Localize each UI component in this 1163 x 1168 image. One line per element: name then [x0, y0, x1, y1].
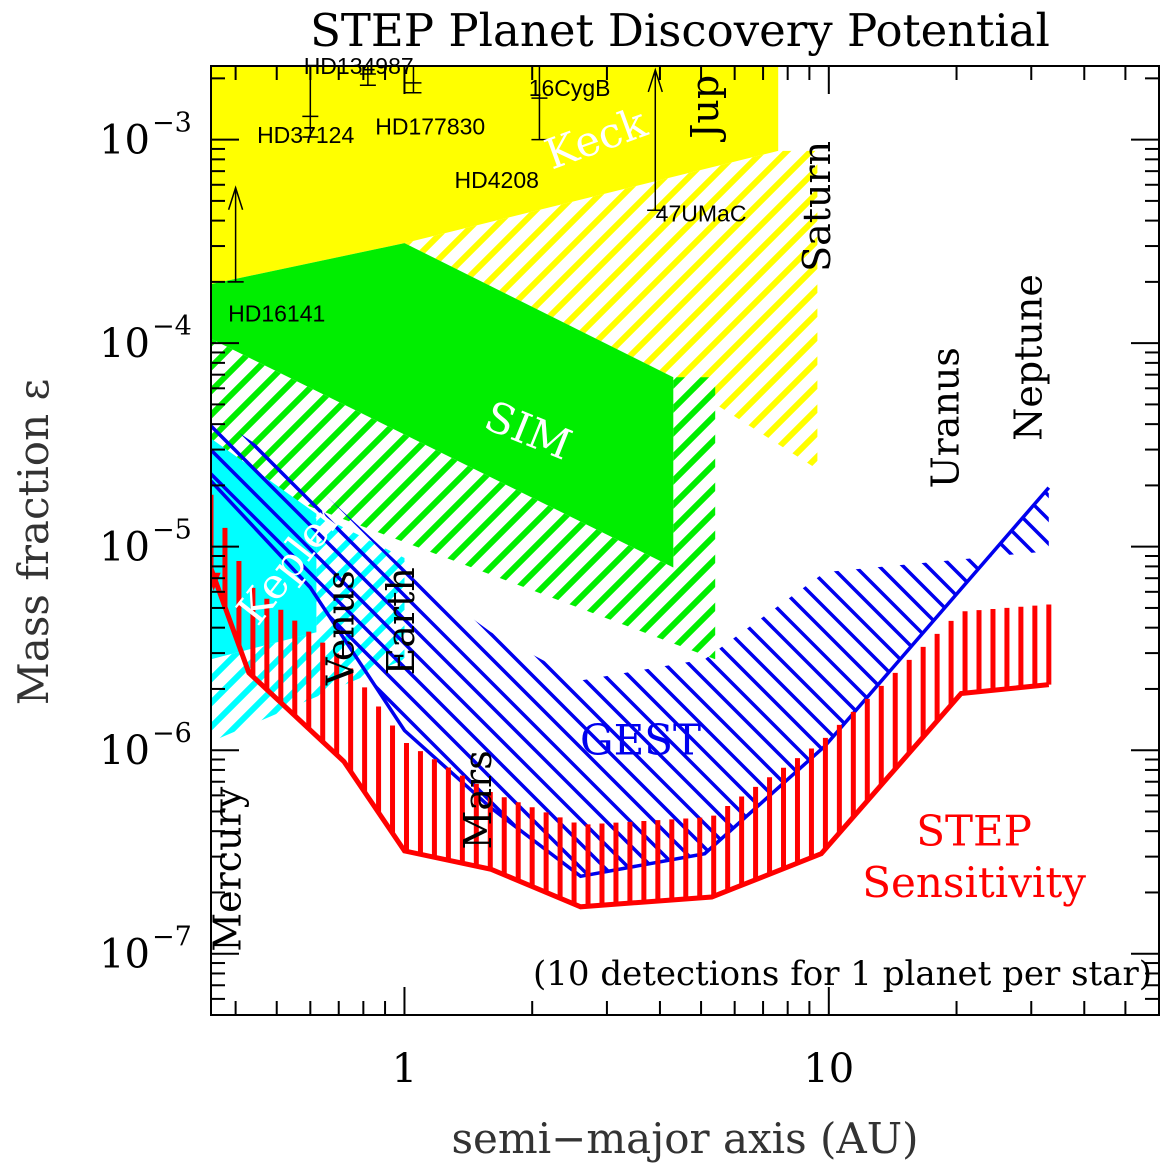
exoplanet-marker: [531, 66, 548, 141]
y-tick-label: 10: [99, 321, 150, 367]
hatch-step: [211, 494, 1052, 907]
plot-frame: [210, 65, 1160, 1016]
y-tick-exponent: −4: [152, 311, 192, 342]
region-label: GEST: [580, 716, 701, 765]
region-label: STEP: [916, 807, 1032, 856]
exoplanet-label: HD177830: [375, 113, 485, 139]
planet-label: Uranus: [924, 347, 968, 488]
planet-label: Saturn: [795, 141, 839, 272]
x-tick-label: 10: [803, 1046, 854, 1092]
y-tick-label: 10: [99, 118, 150, 164]
exoplanet-marker: [405, 66, 422, 94]
fill-sim: [211, 243, 674, 568]
region-sim: [211, 243, 716, 660]
y-tick-exponent: −7: [152, 922, 192, 953]
planet-label: Neptune: [1006, 274, 1050, 441]
y-tick-label: 10: [99, 932, 150, 978]
fill-keck: [211, 66, 779, 285]
region-label: Sensitivity: [862, 858, 1086, 907]
region-step-sensitivity: [211, 494, 1052, 910]
y-tick-exponent: −5: [152, 515, 192, 546]
chart-title: STEP Planet Discovery Potential: [310, 4, 1050, 57]
planet-label: Jup: [683, 75, 727, 143]
exoplanet-label: 16CygB: [529, 75, 611, 101]
planet-label: Mercury: [205, 786, 249, 951]
planet-label: Earth: [379, 567, 423, 675]
gest-boundary: [211, 479, 1051, 879]
region-keck: [211, 66, 818, 470]
arrow-up-icon: [227, 185, 244, 210]
exoplanet-label: HD4208: [455, 167, 539, 193]
annotation-text: (10 detections for 1 planet per star): [533, 954, 1152, 994]
x-axis-label: semi−major axis (AU): [451, 1114, 918, 1163]
exoplanet-marker: [647, 67, 664, 211]
exoplanet-label: HD37124: [257, 122, 354, 148]
arrow-up-icon: [647, 67, 663, 93]
y-tick-label: 10: [99, 728, 150, 774]
planet-label: Venus: [318, 570, 362, 686]
y-tick-exponent: −6: [152, 718, 192, 749]
step-boundary: [211, 567, 1050, 910]
exoplanet-marker: [227, 185, 244, 283]
planet-label: Mars: [456, 750, 500, 849]
y-axis-label: Mass fraction ε: [9, 379, 58, 705]
exoplanet-label: 47UMaC: [656, 201, 747, 227]
y-tick-exponent: −3: [152, 108, 192, 139]
y-tick-label: 10: [99, 525, 150, 571]
x-tick-label: 1: [392, 1046, 417, 1092]
exoplanet-label: HD16141: [228, 300, 325, 326]
